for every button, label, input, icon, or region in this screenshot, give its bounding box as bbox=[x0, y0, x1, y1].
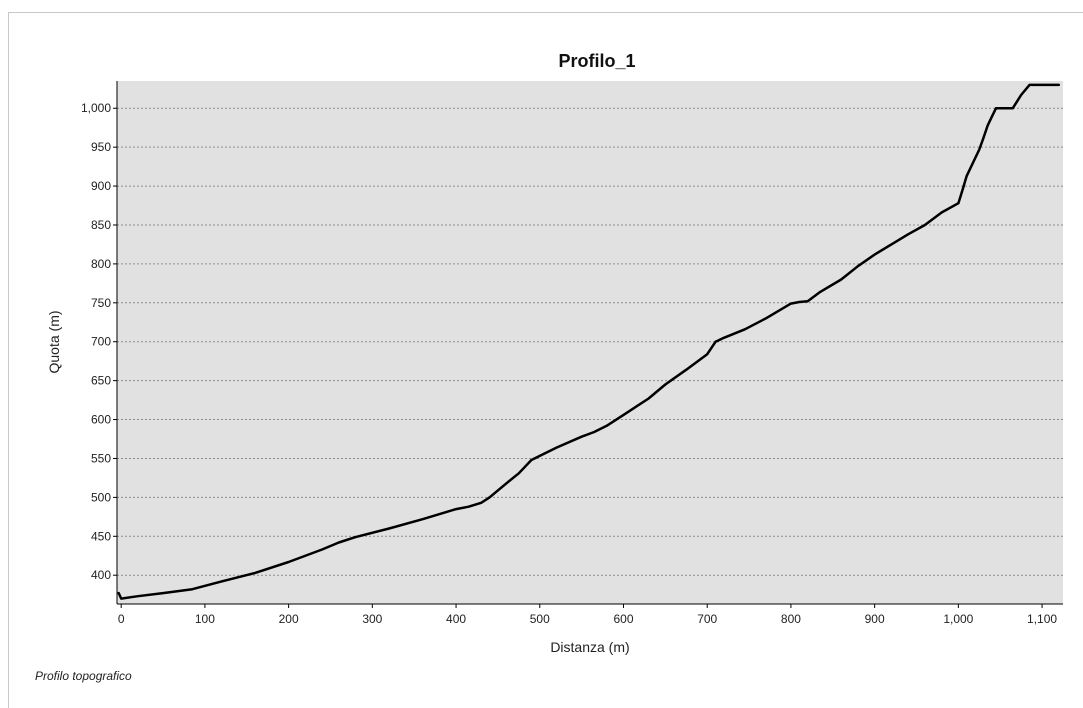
y-tick-label: 450 bbox=[91, 529, 111, 543]
x-tick-label: 600 bbox=[613, 612, 633, 626]
footer-note: Profilo topografico bbox=[35, 669, 132, 683]
chart-title: Profilo_1 bbox=[558, 51, 635, 71]
y-tick-label: 550 bbox=[91, 451, 111, 465]
y-tick-label: 900 bbox=[91, 179, 111, 193]
y-axis-ticks: 400 450 500 550 600 650 700 750 800 850 900 950 1,00… bbox=[81, 101, 117, 582]
y-tick-label: 1,000 bbox=[81, 101, 111, 115]
x-tick-label: 0 bbox=[118, 612, 125, 626]
x-tick-label: 800 bbox=[781, 612, 801, 626]
y-tick-label: 950 bbox=[91, 140, 111, 154]
series-group bbox=[117, 83, 1061, 600]
x-tick-label: 900 bbox=[865, 612, 885, 626]
y-tick-label: 650 bbox=[91, 374, 111, 388]
x-tick-label: 1,000 bbox=[943, 612, 973, 626]
x-axis-title: Distanza (m) bbox=[550, 639, 629, 655]
y-tick-label: 850 bbox=[91, 218, 111, 232]
y-tick-label: 700 bbox=[91, 335, 111, 349]
profile-line bbox=[117, 83, 1061, 600]
x-axis-ticks: 0 100 200 300 400 500 600 700 800 900 1,000 1,100 bbox=[118, 604, 1057, 626]
x-tick-label: 500 bbox=[530, 612, 550, 626]
frame-border-left bbox=[8, 12, 9, 708]
frame-border-top bbox=[8, 12, 1083, 13]
y-tick-label: 600 bbox=[91, 413, 111, 427]
y-tick-label: 800 bbox=[91, 257, 111, 271]
axes bbox=[116, 81, 1063, 605]
x-tick-label: 200 bbox=[279, 612, 299, 626]
y-tick-label: 400 bbox=[91, 568, 111, 582]
x-tick-label: 400 bbox=[446, 612, 466, 626]
y-axis-title: Quota (m) bbox=[46, 310, 62, 373]
x-tick-label: 700 bbox=[697, 612, 717, 626]
x-tick-label: 300 bbox=[362, 612, 382, 626]
x-tick-label: 1,100 bbox=[1027, 612, 1057, 626]
x-tick-label: 100 bbox=[195, 612, 215, 626]
grid-lines bbox=[117, 107, 1063, 576]
y-tick-label: 750 bbox=[91, 296, 111, 310]
plot-area bbox=[117, 81, 1063, 604]
y-tick-label: 500 bbox=[91, 490, 111, 504]
